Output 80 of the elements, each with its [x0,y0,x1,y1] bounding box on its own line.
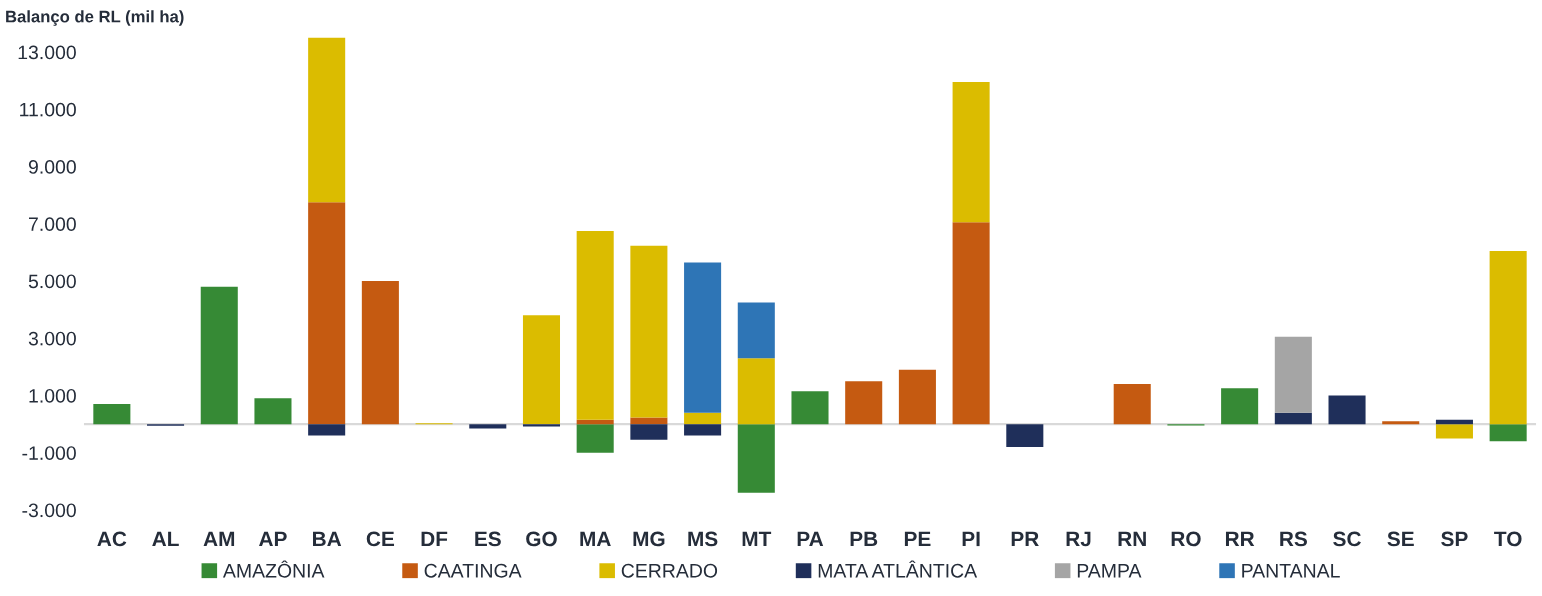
x-tick-label: CE [366,531,395,547]
x-tick-label: RJ [1066,531,1091,547]
bar [522,315,561,425]
bar [845,381,883,425]
bar [576,419,614,425]
x-tick-label: PB [850,531,878,547]
y-tick-label: -3.000 [22,503,76,518]
legend-label: MATA ATLÂNTICA [818,560,978,578]
x-tick-label: AM [203,531,235,547]
bar [1489,424,1527,442]
bar [630,417,668,425]
legend-label: PAMPA [1077,564,1142,578]
y-tick-label: 9.000 [28,159,76,174]
y-tick-label: 5.000 [28,274,76,289]
x-tick-label: MG [633,531,665,547]
x-tick-label: PA [797,531,824,547]
bar [737,358,775,425]
bar [1006,424,1044,448]
bar [200,286,238,425]
y-tick-label: 11.000 [20,102,76,117]
y-tick-label: 1.000 [29,388,76,403]
legend-label: CAATINGA [424,563,522,578]
bar [1113,384,1151,425]
legend-label: AMAZÔNIA [222,560,325,578]
bar [308,37,346,203]
x-tick-label: MT [742,531,772,547]
bar [576,424,614,453]
bar [93,404,131,425]
bar [1221,388,1259,425]
y-tick-label: 7.000 [29,217,76,232]
y-tick-label: 13.000 [18,45,76,60]
x-tick-label: SE [1387,531,1414,547]
x-tick-label: AL [152,531,179,547]
bar [737,302,775,359]
bar [254,398,292,425]
legend-label: CERRADO [621,563,718,578]
x-tick-label: ES [475,531,501,547]
x-tick-label: BA [313,531,342,547]
x-tick-label: SP [1441,531,1468,547]
x-tick-label: MS [688,531,718,547]
y-tick-label: -1.000 [22,446,76,460]
x-tick-label: PI [962,531,980,547]
x-tick-label: PE [904,531,931,547]
bar [1435,424,1473,439]
bar [952,222,990,425]
bar [952,82,990,223]
bar [684,412,722,425]
bar [1274,412,1312,425]
x-tick-label: AP [259,531,287,547]
bar [576,230,614,420]
bar [308,424,346,436]
bar [898,369,936,425]
bar [630,245,668,418]
x-tick-label: GO [526,531,557,547]
x-tick-label: PR [1011,531,1039,547]
x-tick-label: TO [1494,531,1522,547]
bar [684,424,722,436]
x-tick-label: RO [1171,531,1201,547]
bar [308,202,346,425]
chart-title: Balanço de RL (mil ha) [6,10,184,26]
x-tick-label: MA [580,531,611,547]
bar [1328,395,1366,425]
x-tick-label: RS [1280,531,1307,547]
bar [361,281,399,425]
legend-label: PANTANAL [1242,564,1340,578]
bar [1274,336,1312,413]
x-tick-label: DF [421,531,448,547]
x-tick-label: AC [97,531,127,547]
x-tick-label: RR [1225,531,1255,547]
bar [630,424,668,440]
bar [1435,419,1473,425]
y-tick-label: 3.000 [28,331,76,346]
x-tick-label: SC [1333,531,1361,547]
bar [791,391,829,425]
bar [737,424,775,493]
bar [1382,421,1420,425]
bar [469,424,507,429]
x-tick-label: RN [1118,531,1146,547]
bar [1489,250,1527,425]
bar [684,262,722,413]
